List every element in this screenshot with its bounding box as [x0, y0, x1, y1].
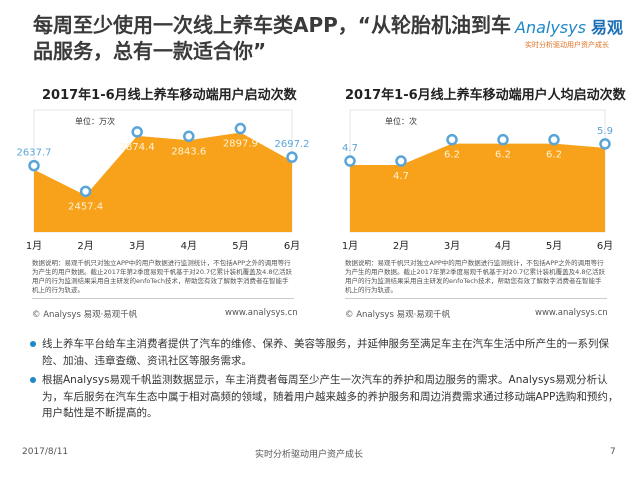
data-label: 2897.9 [223, 139, 258, 150]
data-label: 2697.2 [275, 139, 310, 150]
logo-tagline: 实时分析驱动用户资产成长 [525, 41, 609, 49]
data-point-marker [28, 159, 40, 172]
data-point-marker [344, 155, 356, 167]
data-point-marker [395, 155, 407, 167]
footer-slogan: 实时分析驱动用户资产成长 [255, 450, 364, 460]
data-label: 6.2 [444, 150, 460, 161]
url-left: www.analysys.cn [225, 308, 298, 318]
data-point-marker [446, 133, 458, 146]
bullet-item: 线上养车平台给车主消费者提供了汽车的维修、保养、美容等服务，并延伸服务至满足车主… [30, 336, 620, 369]
bullet-dot-icon [30, 377, 36, 383]
data-note-right: 数据说明：易观千帆只对独立APP中的用户数据进行监测统计，不包括APP之外的调用… [345, 259, 607, 299]
data-label: 6.2 [495, 150, 511, 161]
data-point-marker [183, 130, 195, 143]
unit-label: 单位：次 [385, 116, 417, 126]
data-point-marker [79, 185, 92, 198]
x-tick-label: 1月 [342, 240, 358, 252]
data-point-marker [286, 151, 298, 163]
data-label: 5.9 [597, 126, 613, 137]
chart-per-user-launch: 单位：次 4.7 1月 4.7 2月 6.2 3月 6.2 4月 6.2 5月 5.9 6月 [342, 109, 613, 252]
footer-date: 2017/8/11 [22, 447, 69, 457]
x-tick-label: 6月 [597, 240, 613, 252]
area-series [34, 132, 292, 232]
data-label: 2874.4 [120, 142, 155, 153]
bullet-item: 根据Analysys易观千帆监测数据显示，车主消费者每周至少产生一次汽车的养护和… [30, 372, 620, 422]
data-label: 2843.6 [171, 146, 206, 157]
x-tick-label: 4月 [495, 240, 511, 252]
bullet-dot-icon [30, 341, 36, 347]
x-tick-label: 2月 [77, 240, 93, 252]
bullet-text: 根据Analysys易观千帆监测数据显示，车主消费者每周至少产生一次汽车的养护和… [42, 374, 619, 419]
unit-label: 单位：万次 [75, 116, 115, 126]
x-tick-label: 6月 [284, 240, 300, 252]
data-label: 4.7 [342, 143, 358, 154]
x-tick-label: 2月 [393, 240, 409, 252]
data-point-marker [234, 122, 247, 135]
data-label: 2457.4 [68, 201, 103, 212]
analysys-logo: Analysys 易观 实时分析驱动用户资产成长 [515, 14, 635, 50]
url-right: www.analysys.cn [535, 308, 608, 318]
data-point-marker [497, 133, 509, 146]
x-tick-label: 5月 [232, 240, 248, 252]
x-tick-label: 5月 [546, 240, 562, 252]
page-number: 7 [610, 447, 616, 457]
chart-title-left: 2017年1-6月线上养车移动端用户启动次数 [42, 88, 297, 103]
page-title: 每周至少使用一次线上养车类APP，“从轮胎机油到车品服务，总有一款适合你” [33, 13, 511, 63]
bullet-list: 线上养车平台给车主消费者提供了汽车的维修、保养、美容等服务，并延伸服务至满足车主… [30, 336, 620, 425]
chart-launch-count: 单位：万次 2637.7 1月 2457.4 2月 2874.4 3月 2843.6 4月 289… [17, 109, 310, 252]
x-tick-label: 3月 [444, 240, 460, 252]
copyright-left: © Analysys 易观·易观千帆 [32, 310, 138, 320]
data-point-marker [599, 138, 611, 150]
area-series [350, 143, 605, 232]
bullet-text: 线上养车平台给车主消费者提供了汽车的维修、保养、美容等服务，并延伸服务至满足车主… [42, 338, 609, 367]
x-tick-label: 3月 [129, 240, 145, 252]
data-point-marker [548, 133, 560, 146]
data-label: 6.2 [546, 150, 562, 161]
chart-title-right: 2017年1-6月线上养车移动端用户人均启动次数 [345, 88, 626, 103]
logo-brand: Analysys [515, 18, 586, 37]
data-label: 4.7 [393, 171, 409, 182]
data-point-marker [131, 126, 143, 138]
data-label: 2637.7 [17, 148, 52, 159]
x-tick-label: 4月 [181, 240, 197, 252]
x-tick-label: 1月 [26, 240, 42, 252]
copyright-right: © Analysys 易观·易观千帆 [345, 310, 451, 320]
data-note-left: 数据说明：易观千帆只对独立APP中的用户数据进行监测统计，不包括APP之外的调用… [32, 259, 294, 299]
logo-brand-cn: 易观 [591, 18, 624, 37]
